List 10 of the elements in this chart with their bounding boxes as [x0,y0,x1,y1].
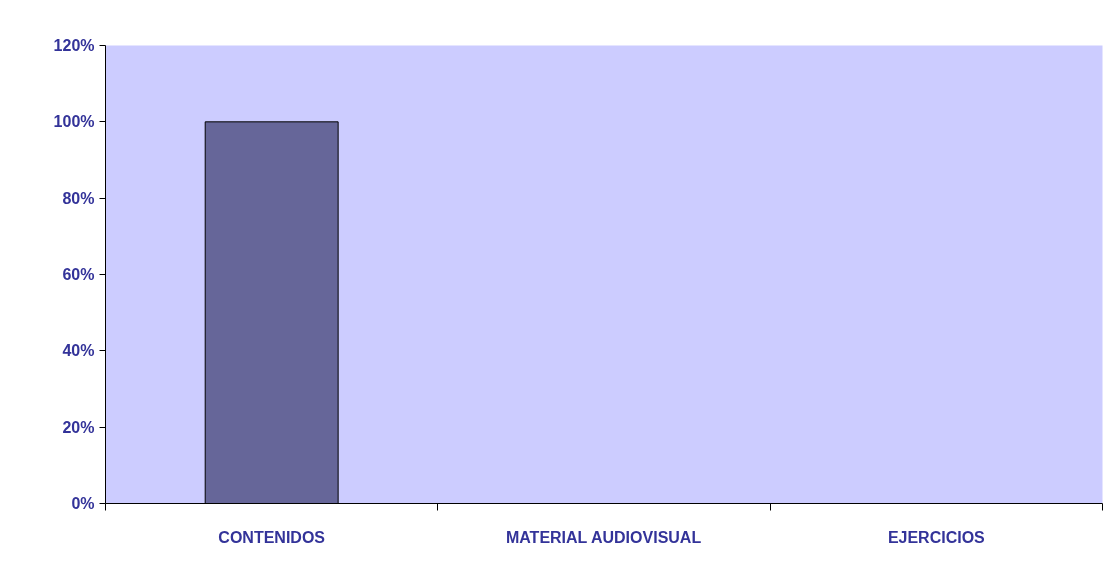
y-tick-label: 80% [62,189,95,207]
y-tick-label: 0% [71,495,95,512]
x-tick-label: EJERCICIOS [887,528,986,546]
y-tick-label: 100% [53,113,95,131]
y-tick-label: 120% [53,37,95,54]
y-tick-label: 40% [62,342,95,360]
y-tick-label: 20% [62,418,95,436]
x-tick-label: CONTENIDOS [218,528,326,546]
y-tick-label: 60% [62,266,95,283]
x-tick-label: MATERIAL AUDIOVISUAL [505,528,702,546]
